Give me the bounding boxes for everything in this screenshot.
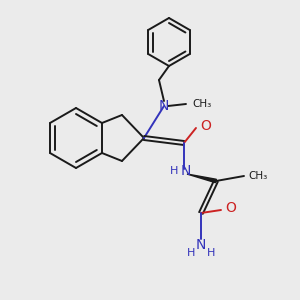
Text: N: N bbox=[159, 99, 169, 113]
Text: N: N bbox=[181, 164, 191, 178]
Text: CH₃: CH₃ bbox=[192, 99, 211, 109]
Text: H: H bbox=[207, 248, 215, 258]
Text: CH₃: CH₃ bbox=[248, 171, 267, 181]
Text: N: N bbox=[196, 238, 206, 252]
Text: H: H bbox=[170, 166, 178, 176]
Polygon shape bbox=[187, 174, 216, 183]
Text: H: H bbox=[187, 248, 195, 258]
Text: O: O bbox=[200, 119, 211, 133]
Text: O: O bbox=[225, 201, 236, 215]
